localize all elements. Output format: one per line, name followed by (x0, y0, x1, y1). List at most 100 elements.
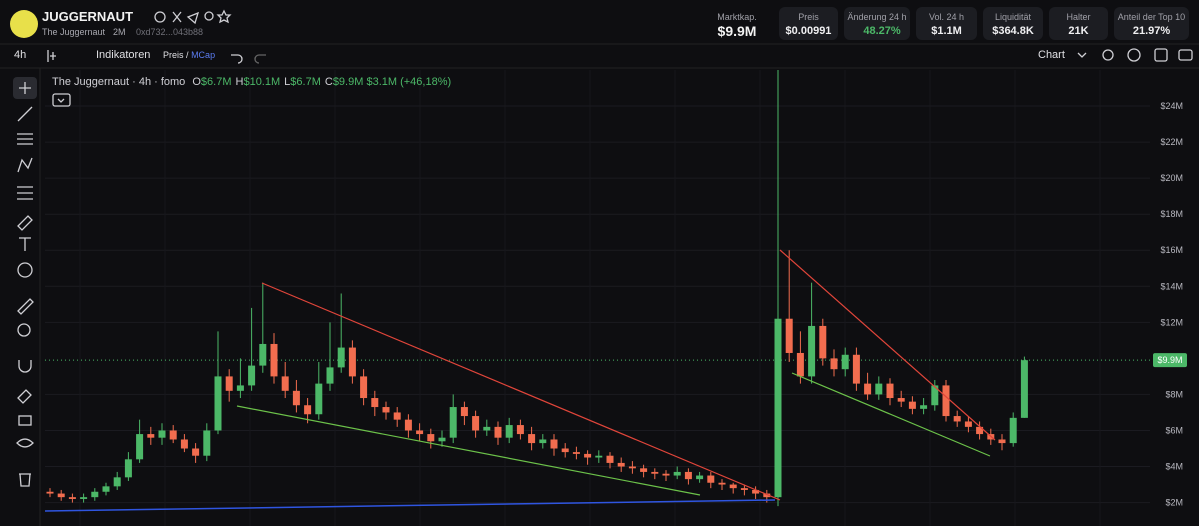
candle-body (404, 419, 412, 431)
y-tick-label: $18M (1160, 209, 1183, 219)
stat-value: $364.8K (992, 25, 1034, 37)
star-icon[interactable] (216, 9, 232, 24)
tool-ruler[interactable] (17, 298, 34, 315)
candle-body (136, 434, 144, 460)
stat-value: 48.27% (863, 25, 901, 37)
tool-brush[interactable] (17, 215, 33, 231)
chart-type[interactable]: Chart (1038, 49, 1065, 61)
web-icon[interactable] (154, 11, 166, 23)
candle-body (875, 383, 883, 395)
candle-body (774, 318, 782, 498)
x-icon[interactable] (172, 11, 182, 23)
trendline (44, 499, 776, 512)
stat-label: Anteil der Top 10 (1117, 12, 1186, 22)
candle-body (68, 497, 76, 499)
screenshot-icon[interactable] (1178, 49, 1193, 61)
tool-fib[interactable] (17, 186, 33, 200)
tool-lock[interactable] (18, 415, 32, 426)
candle-body (147, 434, 155, 438)
candle-body (841, 354, 849, 370)
ohlc-key: L (284, 76, 291, 88)
candle-body (976, 426, 984, 435)
candle-body (102, 486, 110, 492)
stat-value: $1.1M (931, 25, 962, 37)
stat-label: Vol. 24 h (928, 12, 965, 22)
ohlc-value: $6.7M (200, 76, 232, 88)
stat-label: Preis (798, 12, 819, 22)
collapse-icon[interactable] (52, 93, 71, 107)
candle-body (57, 493, 65, 498)
y-tick-label: $6M (1165, 425, 1183, 435)
candle-body (539, 439, 547, 444)
candle-body (830, 358, 838, 370)
legend: The Juggernaut · 4h · fomo O$6.7M H$10.1M… (52, 76, 451, 88)
candle-body (460, 407, 468, 417)
tool-line[interactable] (17, 106, 33, 122)
candle-body (931, 385, 939, 406)
candle-body (897, 398, 905, 402)
stat-label: Liquidität (994, 12, 1032, 22)
candle-body (606, 455, 614, 463)
candle-body (673, 471, 681, 476)
candle-body (80, 497, 88, 499)
candle-body (214, 376, 222, 431)
candle-body (494, 426, 502, 438)
candle-body (315, 383, 323, 415)
candle-body (796, 352, 804, 377)
candle-body (763, 493, 771, 498)
price-option[interactable]: Preis (163, 50, 184, 60)
stat: Marktkap. $9.9M (712, 12, 762, 39)
tool-zoom[interactable] (17, 323, 31, 337)
indicators[interactable]: Indikatoren (96, 49, 151, 61)
stat-label: Marktkap. (717, 12, 757, 22)
fullscreen-icon[interactable] (1154, 48, 1168, 62)
collapse-arrow[interactable] (57, 98, 65, 103)
ohlc-value: $10.1M (243, 76, 281, 88)
candle-body (180, 439, 188, 449)
settings-icon[interactable] (1127, 48, 1141, 62)
candles-icon[interactable] (47, 50, 56, 62)
tool-lock-draw[interactable] (17, 389, 32, 404)
tool-trash[interactable] (19, 473, 31, 487)
dropdown-icon[interactable] (1077, 52, 1087, 58)
search-icon[interactable] (204, 11, 214, 21)
stat: Änderung 24 h 48.27% (844, 7, 910, 40)
candle-body (46, 491, 54, 494)
candle-body (236, 385, 244, 391)
candle-body (203, 430, 211, 456)
undo-icon[interactable] (231, 54, 243, 64)
tool-magnet[interactable] (18, 360, 32, 373)
tool-channel[interactable] (17, 133, 33, 145)
candle-body (382, 407, 390, 413)
tool-crosshair[interactable] (19, 82, 31, 94)
candle-body (740, 488, 748, 490)
tool-pattern[interactable] (17, 157, 33, 173)
y-tick-label: $20M (1160, 173, 1183, 183)
ohlc-key: H (235, 76, 244, 88)
legend-change: $3.1M (+46,18%) (366, 76, 452, 88)
interval[interactable]: 4h (14, 49, 27, 61)
y-axis: $2M $4M $6M $8M $12M $14M $16M $18M $20M $22M $24M… (1153, 101, 1187, 508)
tool-eye[interactable] (16, 438, 34, 448)
candle-body (572, 452, 580, 454)
trendline (236, 405, 701, 496)
telegram-icon[interactable] (186, 11, 200, 25)
candle-body (1009, 417, 1017, 444)
candle-body (718, 482, 726, 485)
tool-text[interactable] (19, 237, 31, 251)
redo-icon[interactable] (254, 54, 266, 64)
ohlc-value: $6.7M (290, 76, 321, 88)
mcap-option[interactable]: MCap (191, 50, 216, 60)
tool-emoji[interactable] (17, 262, 33, 278)
candle-body (281, 376, 289, 391)
candle-body (595, 455, 603, 458)
symbol: JUGGERNAUT (42, 9, 134, 24)
token-logo (10, 10, 38, 38)
candle-body (337, 347, 345, 368)
candle-body (584, 453, 592, 458)
stat: Liquidität $364.8K (983, 7, 1043, 40)
y-tick-label: $2M (1165, 498, 1183, 508)
token-address[interactable]: 0xd732...043b88 (136, 27, 204, 37)
compare-icon[interactable] (1102, 49, 1114, 61)
